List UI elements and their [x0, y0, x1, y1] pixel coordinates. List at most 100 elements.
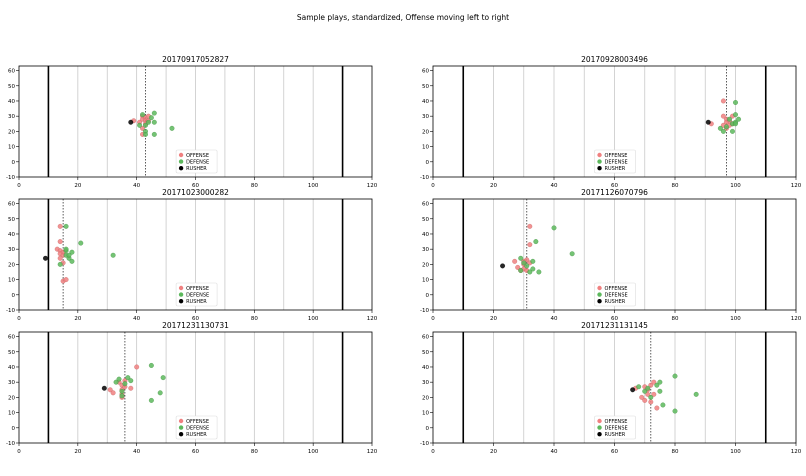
legend-rusher-marker	[178, 166, 184, 171]
defense-point	[122, 381, 128, 387]
legend-box	[594, 415, 636, 440]
defense-point	[720, 128, 726, 134]
rusher-point	[705, 119, 711, 125]
defense-point	[717, 125, 723, 131]
x-tick-label: 120	[367, 316, 378, 322]
legend-box	[594, 282, 636, 307]
x-tick-label: 80	[672, 449, 679, 455]
defense-point	[143, 131, 148, 137]
y-tick-label: 20	[8, 262, 15, 268]
legend-box	[594, 149, 636, 174]
x-tick-label: 80	[251, 449, 258, 455]
y-tick-label: 60	[422, 202, 429, 208]
y-tick-label: -10	[420, 308, 429, 314]
x-tick-label: 0	[431, 449, 435, 455]
y-tick-label: 30	[422, 114, 429, 120]
x-tick-label: 80	[251, 316, 258, 322]
y-tick-label: 10	[8, 145, 15, 151]
offense-point	[512, 258, 518, 264]
defense-point	[143, 122, 148, 128]
x-tick-label: 100	[308, 316, 319, 322]
y-tick-label: 30	[8, 380, 15, 386]
defense-point	[119, 393, 125, 399]
offense-point	[63, 277, 69, 283]
defense-point	[693, 391, 699, 397]
x-tick-label: 0	[17, 316, 21, 322]
subplot-title: 20170917052827	[162, 55, 229, 64]
defense-point	[128, 378, 134, 384]
x-tick-label: 60	[611, 316, 618, 322]
legend-box	[175, 415, 218, 440]
y-tick-label: -10	[6, 308, 15, 314]
y-tick-label: 0	[426, 426, 430, 432]
y-tick-label: 50	[8, 217, 15, 223]
legend-offense-label: OFFENSE	[186, 153, 209, 159]
legend-offense-marker	[178, 418, 184, 424]
defense-point	[730, 128, 735, 134]
legend-offense-label: OFFENSE	[605, 286, 628, 292]
defense-point	[527, 269, 533, 275]
legend-rusher-marker	[178, 299, 184, 304]
offense-point	[527, 223, 533, 229]
legend-offense-marker	[178, 152, 184, 158]
y-tick-label: 40	[8, 232, 15, 238]
offense-point	[527, 242, 533, 248]
x-tick-label: 60	[192, 183, 199, 189]
y-tick-label: 50	[8, 84, 15, 90]
subplot-title: 20170928003496	[581, 55, 648, 64]
x-tick-label: 100	[730, 449, 741, 455]
offense-point	[720, 98, 726, 104]
x-tick-label: 80	[251, 183, 258, 189]
defense-point	[160, 375, 166, 381]
legend-offense-label: OFFENSE	[605, 153, 628, 159]
x-tick-label: 80	[672, 183, 679, 189]
x-tick-label: 0	[431, 316, 435, 322]
legend-rusher-marker	[178, 432, 184, 437]
defense-point	[69, 249, 75, 255]
legend-rusher-marker	[597, 166, 602, 171]
y-tick-label: 20	[422, 262, 429, 268]
x-tick-label: 0	[17, 183, 21, 189]
y-tick-label: -10	[6, 175, 15, 181]
defense-point	[151, 131, 157, 137]
legend-defense-marker	[597, 425, 602, 430]
y-tick-label: 60	[422, 335, 429, 341]
x-tick-label: 20	[74, 316, 81, 322]
offense-point	[648, 382, 654, 388]
y-tick-label: 60	[8, 335, 15, 341]
legend-offense-label: OFFENSE	[186, 286, 209, 292]
defense-point	[530, 266, 536, 272]
defense-point	[151, 110, 157, 116]
x-tick-label: 60	[192, 316, 199, 322]
y-tick-label: 10	[422, 411, 429, 417]
legend-defense-label: DEFENSE	[186, 160, 209, 166]
defense-point	[148, 115, 154, 121]
defense-point	[69, 258, 75, 264]
x-tick-label: 80	[672, 316, 679, 322]
defense-point	[733, 100, 738, 105]
defense-point	[116, 376, 122, 382]
defense-point	[524, 263, 530, 269]
defense-point	[145, 119, 151, 125]
x-tick-label: 40	[133, 449, 140, 455]
defense-point	[657, 388, 663, 394]
x-tick-label: 20	[490, 183, 497, 189]
y-tick-label: 10	[422, 145, 429, 151]
defense-point	[530, 258, 536, 264]
defense-point	[518, 255, 524, 261]
offense-point	[110, 390, 116, 396]
x-tick-label: 20	[490, 449, 497, 455]
defense-point	[140, 112, 145, 118]
rusher-point	[43, 255, 48, 261]
y-tick-label: 20	[422, 395, 429, 401]
y-tick-label: 30	[8, 247, 15, 253]
legend-rusher-label: RUSHER	[186, 299, 207, 305]
